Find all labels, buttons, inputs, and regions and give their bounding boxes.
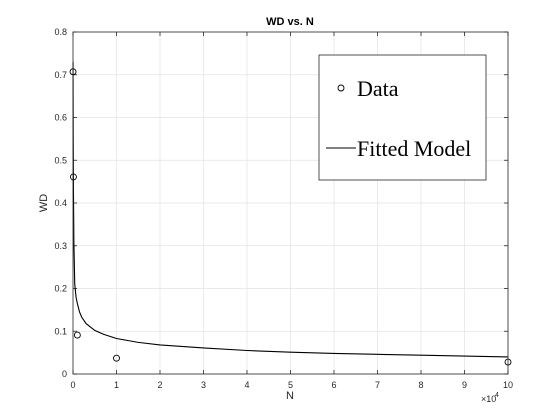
x-exponent-power: 4 — [495, 392, 499, 399]
x-tick-labels: 0 1 2 3 4 5 6 7 8 9 10 — [70, 380, 513, 390]
y-tick-label: 0 — [62, 369, 67, 379]
x-tick-label: 3 — [201, 380, 206, 390]
x-tick-label: 5 — [288, 380, 293, 390]
data-point — [73, 331, 81, 339]
x-tick-label: 4 — [244, 380, 249, 390]
chart-title: WD vs. N — [266, 16, 314, 28]
legend-data-marker — [337, 84, 345, 92]
x-tick-label: 8 — [418, 380, 423, 390]
x-exponent-label: ×10 — [481, 394, 496, 404]
y-tick-label: 0.5 — [54, 155, 67, 165]
legend-fitted-label: Fitted Model — [357, 136, 471, 161]
x-axis-label: N — [286, 390, 294, 402]
y-tick-label: 0.1 — [54, 326, 67, 336]
x-tick-label: 6 — [331, 380, 336, 390]
x-tick-label: 1 — [114, 380, 119, 390]
y-tick-label: 0.6 — [54, 113, 67, 123]
x-tick-label: 10 — [503, 380, 513, 390]
legend-box — [318, 54, 487, 181]
y-tick-label: 0.8 — [54, 27, 67, 37]
x-tick-label: 7 — [375, 380, 380, 390]
y-tick-label: 0.4 — [54, 198, 67, 208]
y-axis-label: WD — [38, 194, 50, 212]
y-tick-label: 0.3 — [54, 241, 67, 251]
y-tick-label: 0.2 — [54, 284, 67, 294]
legend-data-label: Data — [357, 76, 399, 101]
plot-frame — [72, 31, 509, 375]
fitted-model-line — [72, 61, 509, 358]
x-tick-label: 9 — [462, 380, 467, 390]
y-tick-labels: 0 0.1 0.2 0.3 0.4 0.5 0.6 0.7 0.8 — [54, 27, 67, 379]
x-tick-label: 0 — [70, 380, 75, 390]
y-tick-label: 0.7 — [54, 70, 67, 80]
x-tick-label: 2 — [157, 380, 162, 390]
data-point — [113, 354, 120, 362]
data-point — [69, 173, 77, 181]
legend: Data Fitted Model — [318, 54, 487, 181]
fitted-model-series — [72, 61, 509, 358]
